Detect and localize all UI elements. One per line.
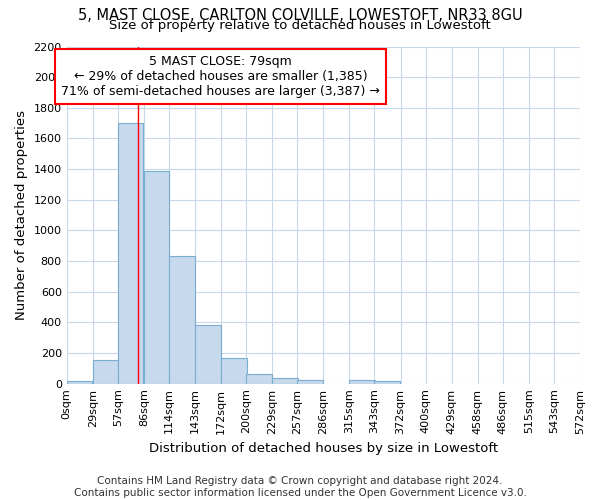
Bar xyxy=(298,380,323,384)
Text: Size of property relative to detached houses in Lowestoft: Size of property relative to detached ho… xyxy=(109,19,491,32)
Bar xyxy=(92,360,118,384)
X-axis label: Distribution of detached houses by size in Lowestoft: Distribution of detached houses by size … xyxy=(149,442,498,455)
Bar xyxy=(67,382,92,384)
Bar xyxy=(144,170,169,384)
Bar xyxy=(118,123,143,384)
Bar xyxy=(272,378,298,384)
Bar xyxy=(374,382,400,384)
Text: 5, MAST CLOSE, CARLTON COLVILLE, LOWESTOFT, NR33 8GU: 5, MAST CLOSE, CARLTON COLVILLE, LOWESTO… xyxy=(77,8,523,22)
Text: 5 MAST CLOSE: 79sqm
← 29% of detached houses are smaller (1,385)
71% of semi-det: 5 MAST CLOSE: 79sqm ← 29% of detached ho… xyxy=(61,55,380,98)
Bar xyxy=(246,374,272,384)
Bar xyxy=(349,380,375,384)
Bar xyxy=(195,324,221,384)
Text: Contains HM Land Registry data © Crown copyright and database right 2024.
Contai: Contains HM Land Registry data © Crown c… xyxy=(74,476,526,498)
Bar xyxy=(221,358,247,384)
Bar xyxy=(169,256,194,384)
Y-axis label: Number of detached properties: Number of detached properties xyxy=(15,110,28,320)
